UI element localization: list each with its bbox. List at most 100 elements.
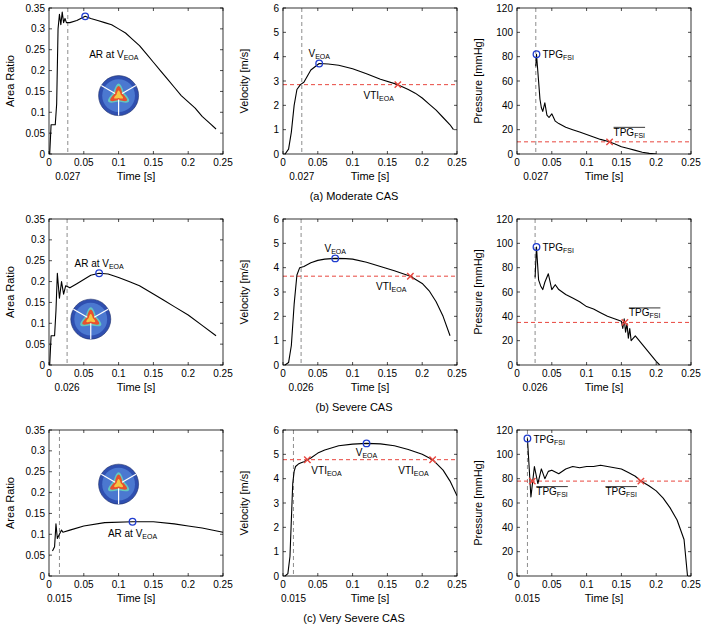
data-line xyxy=(527,439,687,576)
reference-vline-label: 0.026 xyxy=(289,382,314,393)
y-tick-right xyxy=(688,81,691,82)
marker-x xyxy=(622,319,628,325)
valve-jet xyxy=(110,86,127,101)
x-tick-label: 0.15 xyxy=(378,157,398,168)
y-tick-right xyxy=(688,503,691,504)
annotation-label-main: TPG xyxy=(614,127,635,138)
y-tick xyxy=(49,344,52,345)
valve-leaflet-edge xyxy=(118,488,119,504)
x-tick xyxy=(551,573,552,576)
x-tick xyxy=(586,573,587,576)
y-tick xyxy=(283,243,286,244)
x-tick-top xyxy=(118,8,119,11)
x-tick-top xyxy=(621,219,622,222)
x-tick xyxy=(188,573,189,576)
reference-vline-label: 0.015 xyxy=(281,593,306,604)
row-caption: (b) Severe CAS xyxy=(315,401,392,413)
y-tick-label: 0.3 xyxy=(31,234,45,245)
y-tick-label: 2 xyxy=(273,522,279,533)
data-line xyxy=(52,522,223,551)
marker-x xyxy=(429,456,435,462)
valve-leaflet-edge xyxy=(122,86,136,94)
y-tick-right xyxy=(220,70,223,71)
x-tick-label: 0.05 xyxy=(308,157,328,168)
reference-hline xyxy=(283,84,457,85)
x-tick-label: 0 xyxy=(46,579,52,590)
x-tick-label: 0.1 xyxy=(580,157,594,168)
y-tick-right xyxy=(220,281,223,282)
y-tick xyxy=(283,8,286,9)
y-tick-right xyxy=(454,56,457,57)
y-tick-right xyxy=(688,292,691,293)
annotation-label-sub: EOA xyxy=(362,452,377,459)
y-tick xyxy=(283,267,286,268)
x-tick-top xyxy=(656,8,657,11)
x-tick xyxy=(621,362,622,365)
x-tick xyxy=(223,362,224,365)
y-tick-right xyxy=(220,430,223,431)
valve-inset xyxy=(99,464,139,504)
valve-jet-core xyxy=(86,314,95,322)
x-tick-top xyxy=(283,219,284,222)
marker-circle xyxy=(524,435,531,442)
x-tick-label: 0 xyxy=(514,368,520,379)
annotation-label-sub: FSI xyxy=(634,132,645,139)
annotation-label-sub: EOA xyxy=(327,470,342,477)
x-tick-top xyxy=(691,219,692,222)
x-tick-top xyxy=(656,219,657,222)
x-axis-title: Time [s] xyxy=(585,381,624,393)
y-tick-label: 0 xyxy=(39,360,45,371)
y-tick-right xyxy=(220,133,223,134)
annotation-label-main: TPG xyxy=(542,49,563,60)
y-tick-label: 0.2 xyxy=(31,65,45,76)
x-tick-label: 0.2 xyxy=(415,157,429,168)
data-line xyxy=(285,258,450,365)
valve-jet xyxy=(110,475,127,490)
y-tick-label: 5 xyxy=(273,238,279,249)
y-tick xyxy=(283,527,286,528)
x-tick-top xyxy=(621,8,622,11)
annotation-label: VEOA xyxy=(356,447,378,459)
y-tick-label: 5 xyxy=(273,27,279,38)
y-tick-right xyxy=(220,8,223,9)
x-tick-label: 0.15 xyxy=(612,368,632,379)
x-tick-top xyxy=(49,8,50,11)
x-tick xyxy=(83,362,84,365)
reference-hline xyxy=(517,322,691,323)
x-tick xyxy=(457,362,458,365)
y-tick xyxy=(49,302,52,303)
annotation-label-main: AR at V xyxy=(108,528,143,539)
annotation-label-sub: FSI xyxy=(557,491,568,498)
plot-frame xyxy=(49,8,223,154)
x-tick xyxy=(118,362,119,365)
y-tick-right xyxy=(454,105,457,106)
annotation-label: TPGFSI xyxy=(533,434,565,446)
x-tick-top xyxy=(422,219,423,222)
data-area xyxy=(517,430,691,576)
valve-leaflet-edge xyxy=(94,309,108,317)
x-tick xyxy=(223,573,224,576)
y-tick-right xyxy=(220,450,223,451)
y-tick-label: 0 xyxy=(273,149,279,160)
y-tick-right xyxy=(688,430,691,431)
plot-background xyxy=(517,430,691,576)
x-tick-top xyxy=(223,8,224,11)
y-tick xyxy=(283,576,286,577)
x-tick-label: 0 xyxy=(280,157,286,168)
x-tick xyxy=(188,151,189,154)
x-tick-top xyxy=(118,219,119,222)
x-tick xyxy=(49,151,50,154)
y-tick-right xyxy=(220,555,223,556)
x-tick-top xyxy=(457,219,458,222)
y-tick-label: 0.1 xyxy=(31,529,45,540)
marker-x xyxy=(606,139,612,145)
x-tick-label: 0.15 xyxy=(378,579,398,590)
x-tick-top xyxy=(153,430,154,433)
y-tick xyxy=(517,219,520,220)
y-tick-right xyxy=(454,478,457,479)
annotation-label: TPGFSI xyxy=(536,486,568,498)
data-line xyxy=(50,12,216,154)
x-tick xyxy=(283,151,284,154)
data-area xyxy=(52,430,223,576)
annotation-label: VTIEOA xyxy=(376,281,407,293)
